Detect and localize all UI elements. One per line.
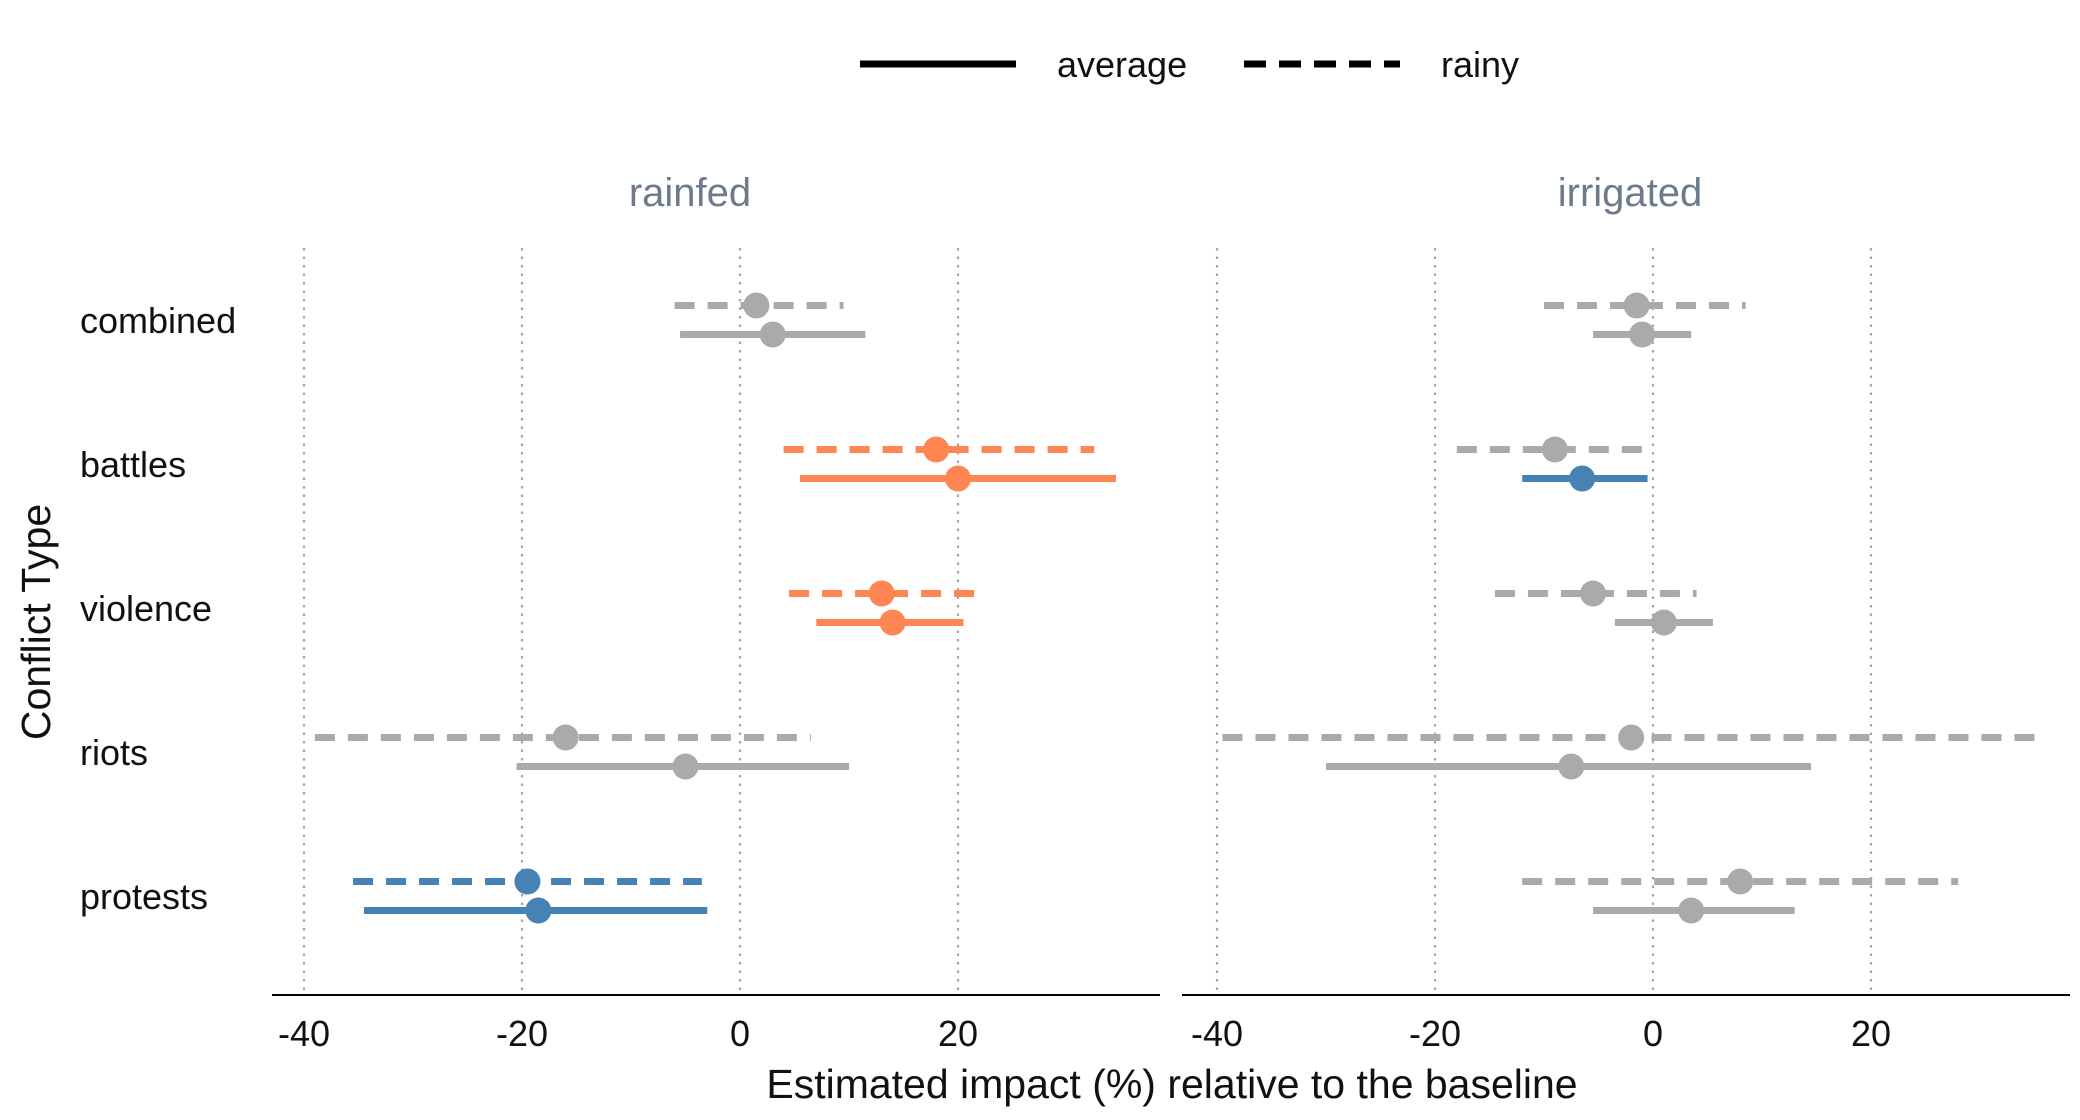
point-rainy-riots [1618,724,1645,751]
x-tick-label: 0 [1643,1013,1663,1054]
point-average-protests [525,897,552,924]
category-labels: combined battles violence riots protests [80,300,236,917]
point-average-violence [1650,609,1677,636]
point-rainy-riots [552,724,579,751]
legend-label-rainy: rainy [1441,44,1519,85]
panel-rainfed: rainfed -40 -20 0 20 [272,171,1160,1054]
point-average-combined [1629,321,1656,348]
x-tick-label: -40 [1191,1013,1243,1054]
panel-irrigated: irrigated -40 -20 0 20 [1182,171,2070,1054]
x-tick-label: -20 [1409,1013,1461,1054]
y-tick-label-battles: battles [80,444,186,485]
point-rainy-violence [1580,580,1607,607]
point-average-riots [672,753,699,780]
point-rainy-protests [514,868,541,895]
x-tick-label: -20 [496,1013,548,1054]
x-tick-label: 20 [938,1013,978,1054]
x-tick-label: 20 [1851,1013,1891,1054]
y-tick-label-riots: riots [80,732,148,773]
point-average-violence [879,609,906,636]
panel-title-irrigated: irrigated [1558,171,1703,215]
panels: rainfed -40 -20 0 20 irrigated -40 -20 0 20 [272,171,2070,1054]
x-tick-label: -40 [278,1013,330,1054]
y-tick-label-violence: violence [80,588,212,629]
x-tick-label: 0 [730,1013,750,1054]
point-rainy-combined [743,292,770,319]
x-axis-title: Estimated impact (%) relative to the bas… [766,1061,1577,1107]
point-rainy-protests [1727,868,1754,895]
y-tick-label-combined: combined [80,300,236,341]
panel-title-rainfed: rainfed [629,171,751,215]
point-rainy-violence [868,580,895,607]
point-rainy-battles [923,436,950,463]
legend-label-average: average [1057,44,1187,85]
point-average-battles [945,465,971,492]
y-tick-label-protests: protests [80,876,208,917]
point-average-protests [1678,897,1705,924]
point-rainy-battles [1541,436,1568,463]
point-average-combined [759,321,786,348]
point-rainy-combined [1623,292,1650,319]
legend: average rainy [860,44,1519,85]
y-axis-title: Conflict Type [13,504,59,740]
point-average-riots [1558,753,1585,780]
point-average-battles [1569,465,1596,492]
